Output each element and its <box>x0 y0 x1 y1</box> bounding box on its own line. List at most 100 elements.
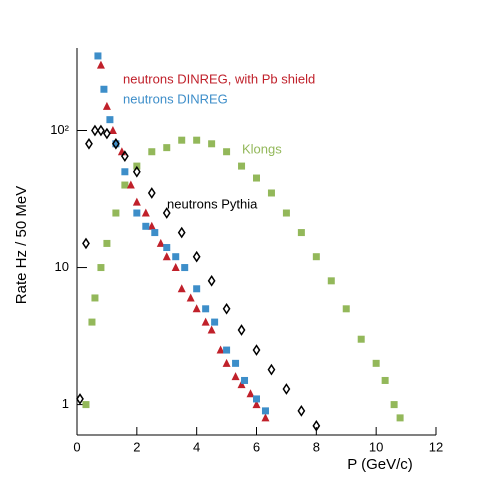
point <box>357 335 365 343</box>
point <box>178 136 186 144</box>
point <box>390 401 398 409</box>
point <box>103 239 111 247</box>
point <box>162 207 171 219</box>
point <box>207 325 216 334</box>
point <box>222 358 231 367</box>
point <box>342 305 350 313</box>
point <box>261 407 269 415</box>
point <box>151 229 159 237</box>
point <box>297 405 306 417</box>
series-label: neutrons Pythia <box>167 196 258 211</box>
x-tick-label: 12 <box>429 439 443 454</box>
point <box>241 376 249 384</box>
point <box>148 148 156 156</box>
point <box>253 174 260 182</box>
point <box>267 189 275 197</box>
point <box>91 294 99 302</box>
x-tick-label: 4 <box>193 439 200 454</box>
point <box>106 116 114 124</box>
x-tick-label: 0 <box>73 439 80 454</box>
point <box>222 302 231 315</box>
point <box>193 136 201 144</box>
point <box>97 264 105 272</box>
series-label: neutrons DINREG <box>123 91 228 106</box>
point <box>252 344 261 356</box>
point <box>381 376 389 384</box>
point <box>82 401 90 409</box>
x-axis-label: P (GeV/c) <box>347 456 413 473</box>
point <box>282 383 291 395</box>
point <box>132 165 141 178</box>
point <box>231 372 240 381</box>
y-tick-label: 10 <box>55 259 69 274</box>
point <box>192 304 201 313</box>
y-tick-label: 10² <box>50 122 69 137</box>
point <box>162 252 171 261</box>
point <box>121 168 129 176</box>
point <box>252 400 261 409</box>
point <box>297 229 305 237</box>
point <box>267 363 276 376</box>
point <box>82 237 90 250</box>
point <box>112 209 120 217</box>
point <box>163 144 171 152</box>
point <box>132 197 141 206</box>
point <box>207 274 216 287</box>
point <box>253 395 260 403</box>
point <box>163 244 171 252</box>
point <box>201 317 210 326</box>
point <box>97 124 105 137</box>
point <box>142 222 150 230</box>
point <box>327 277 335 285</box>
point <box>100 85 108 93</box>
point <box>261 413 270 422</box>
point <box>372 359 380 367</box>
point <box>238 162 246 170</box>
point <box>396 414 404 422</box>
point <box>177 226 186 239</box>
point <box>102 101 111 110</box>
point <box>133 209 141 217</box>
point <box>172 253 180 261</box>
point <box>121 181 129 189</box>
point <box>237 380 246 389</box>
point <box>96 60 105 69</box>
point <box>108 126 117 135</box>
y-tick-label: 1 <box>62 396 69 411</box>
point <box>202 305 210 313</box>
point <box>147 221 156 230</box>
point <box>156 238 165 247</box>
point <box>282 209 290 217</box>
point <box>312 253 320 261</box>
point <box>312 419 321 432</box>
point <box>232 359 240 367</box>
point <box>171 263 180 272</box>
series-label: Klongs <box>242 141 282 156</box>
point <box>141 208 150 217</box>
point <box>208 140 216 148</box>
point <box>103 127 111 140</box>
point <box>223 346 231 354</box>
x-tick-label: 2 <box>133 439 140 454</box>
point <box>91 124 99 137</box>
y-axis-label: Rate Hz / 50 MeV <box>13 186 30 304</box>
point <box>88 318 96 326</box>
point <box>246 389 255 398</box>
point <box>186 293 195 302</box>
x-tick-label: 10 <box>369 439 383 454</box>
point <box>216 345 225 354</box>
point <box>147 187 156 199</box>
point <box>111 137 120 150</box>
point <box>181 264 189 272</box>
point <box>192 250 201 263</box>
point <box>193 285 201 293</box>
point <box>76 393 84 405</box>
point <box>223 148 231 156</box>
x-tick-label: 6 <box>253 439 260 454</box>
point <box>126 180 135 189</box>
point <box>211 318 219 326</box>
point <box>94 52 102 60</box>
series-label: neutrons DINREG, with Pb shield <box>123 71 315 86</box>
point <box>177 284 186 293</box>
